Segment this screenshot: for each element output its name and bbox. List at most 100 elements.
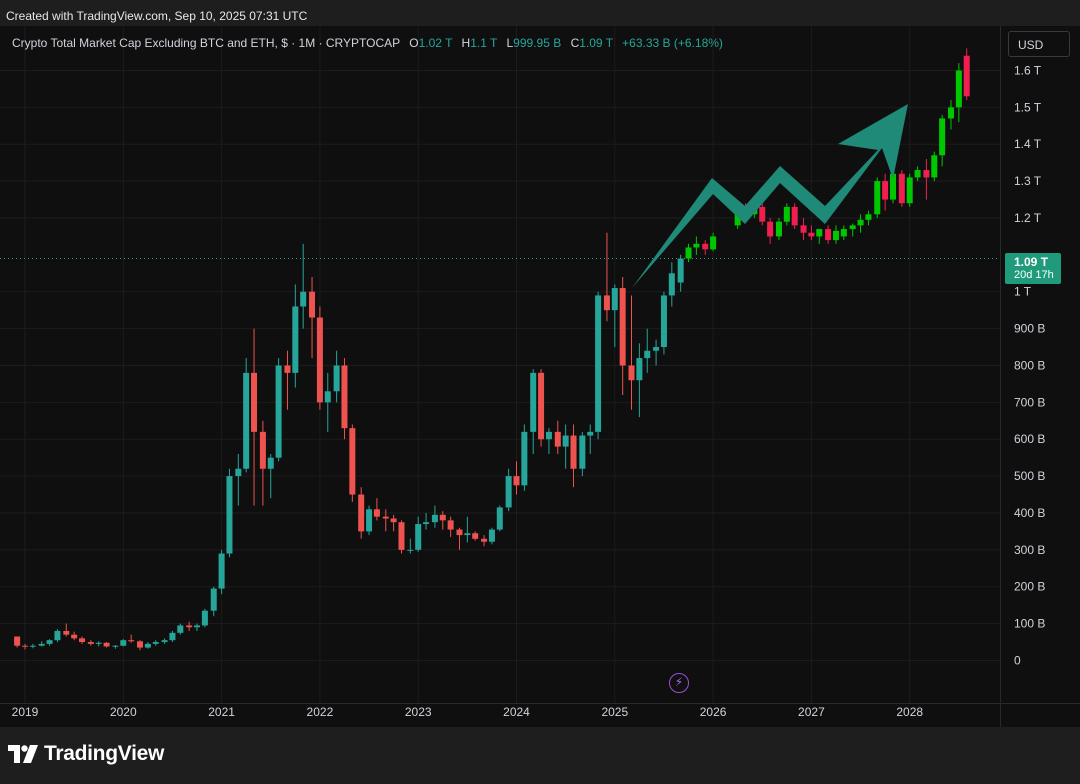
candle-body — [71, 634, 78, 639]
candle — [63, 623, 70, 637]
candle — [579, 431, 586, 477]
price-chart[interactable]: 1.6 T 1.5 T 1.4 T 1.3 T 1.2 T 1 T 900 B 800 B 70… — [0, 26, 1080, 727]
candle — [840, 225, 847, 241]
candle — [38, 641, 45, 647]
candle — [423, 512, 430, 530]
candle-body — [816, 229, 823, 237]
candle — [275, 358, 282, 462]
candle — [87, 640, 94, 646]
time-axis-label: 2022 — [307, 705, 334, 719]
price-axis-label: 1.2 T — [1014, 211, 1042, 225]
candle — [653, 339, 660, 366]
candle — [349, 424, 356, 502]
candle-body — [177, 625, 184, 633]
candle-body — [316, 317, 323, 403]
low-value: 999.95 B — [513, 36, 562, 50]
time-axis[interactable]: 2019 2020 2021 2022 2023 2024 2025 2026 2027 2028 — [12, 705, 924, 719]
candles — [14, 48, 970, 651]
candle — [791, 203, 798, 230]
candle — [783, 203, 790, 226]
time-axis-label: 2020 — [110, 705, 137, 719]
candle-body — [358, 494, 365, 532]
candle-body — [644, 350, 651, 359]
candle — [144, 642, 151, 649]
time-axis-label: 2023 — [405, 705, 432, 719]
candle — [366, 505, 373, 536]
candle — [398, 520, 405, 554]
candle-body — [530, 372, 537, 432]
candle — [619, 276, 626, 395]
candle-body — [677, 258, 684, 283]
candle-body — [447, 520, 454, 530]
current-price-value: 1.09 T — [1014, 255, 1049, 269]
candle-body — [611, 288, 618, 311]
candle — [628, 295, 635, 410]
candle-body — [226, 476, 233, 554]
symbol-legend[interactable]: Crypto Total Market Cap Excluding BTC an… — [12, 36, 723, 50]
candle-body — [415, 524, 422, 550]
price-axis-label: 700 B — [1014, 395, 1045, 409]
candle — [259, 420, 266, 506]
candle-body — [87, 642, 94, 644]
symbol-title[interactable]: Crypto Total Market Cap Excluding BTC an… — [12, 36, 400, 50]
candle-body — [505, 476, 512, 508]
candle-body — [595, 295, 602, 432]
candle-body — [619, 288, 626, 366]
candle — [816, 229, 823, 244]
candle-body — [275, 365, 282, 458]
candle-body — [218, 553, 225, 589]
grid-lines — [0, 26, 1080, 727]
candle-body — [309, 291, 316, 318]
candle — [316, 306, 323, 410]
candle-body — [767, 221, 774, 237]
candle — [898, 170, 905, 207]
price-axis-label: 100 B — [1014, 617, 1045, 631]
price-axis-label: 600 B — [1014, 432, 1045, 446]
candle-body — [939, 118, 946, 156]
candle-body — [210, 588, 217, 611]
candle-body — [423, 522, 430, 525]
candle-body — [693, 243, 700, 248]
candle — [251, 328, 258, 506]
candle-body — [112, 645, 119, 647]
candle — [300, 243, 307, 329]
candle — [496, 505, 503, 532]
candle — [931, 151, 938, 182]
candle — [800, 217, 807, 241]
candle — [767, 217, 774, 244]
price-axis[interactable]: 1.6 T 1.5 T 1.4 T 1.3 T 1.2 T 1 T 900 B 800 B 70… — [1014, 63, 1045, 667]
candle — [874, 177, 881, 218]
candle — [570, 424, 577, 488]
currency-button[interactable]: USD — [1008, 31, 1070, 57]
tradingview-logo-icon — [8, 745, 38, 763]
candle — [955, 63, 962, 123]
candle-body — [562, 435, 569, 447]
candle-body — [579, 435, 586, 469]
candle-body — [54, 630, 61, 641]
candle — [947, 99, 954, 130]
candle-body — [955, 70, 962, 108]
price-axis-label: 800 B — [1014, 358, 1045, 372]
candle — [46, 639, 53, 646]
candle-body — [38, 643, 45, 646]
lightning-icon[interactable]: ⚡︎ — [669, 673, 689, 693]
candle — [513, 461, 520, 495]
candle-body — [513, 476, 520, 486]
candle-body — [759, 206, 766, 222]
candle — [292, 284, 299, 388]
candle-body — [186, 625, 193, 628]
chart-area[interactable]: 1.6 T 1.5 T 1.4 T 1.3 T 1.2 T 1 T 900 B 800 B 70… — [0, 26, 1080, 727]
tradingview-logo[interactable]: TradingView — [8, 742, 164, 766]
candle — [235, 453, 242, 506]
candle-body — [808, 232, 815, 237]
candle-body — [734, 210, 741, 226]
candle-body — [267, 457, 274, 469]
candle-body — [259, 431, 266, 469]
candle — [521, 424, 528, 491]
candle — [169, 630, 176, 643]
candle-body — [137, 641, 144, 648]
candle-body — [832, 230, 839, 241]
candle-body — [194, 625, 201, 628]
candle-body — [898, 173, 905, 204]
candle — [923, 158, 930, 200]
